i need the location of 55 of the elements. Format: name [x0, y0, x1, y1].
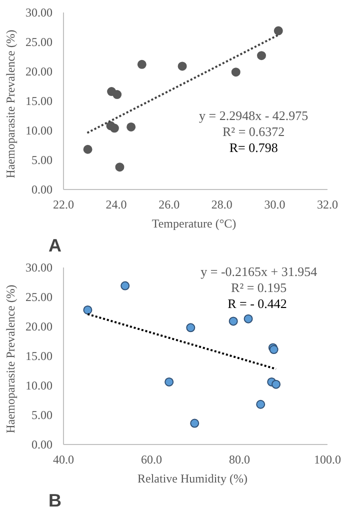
x-tick-label: 26.0: [158, 198, 180, 212]
annotation: R² = 0.6372: [222, 124, 285, 140]
y-tick-label: 15.00: [26, 94, 52, 108]
y-tick-label: 15.00: [26, 349, 52, 363]
x-tick-label: 100.0: [314, 452, 341, 466]
y-tick-label: 20.00: [26, 64, 52, 78]
y-tick-label: 5.00: [32, 153, 52, 167]
y-tick-label: 20.00: [26, 320, 52, 334]
annotation: y = -0.2165x + 31.954: [200, 264, 318, 279]
annotation: R² = 0.195: [231, 280, 287, 295]
x-tick-label: 28.0: [211, 198, 232, 212]
text: A: [48, 236, 62, 256]
point: [137, 60, 146, 69]
point: [120, 281, 130, 290]
point: [178, 62, 187, 71]
point: [186, 323, 196, 332]
point: [272, 380, 281, 389]
point: [115, 162, 124, 172]
point: [110, 124, 119, 133]
annotation: R= 0.798: [229, 140, 278, 156]
point: [274, 26, 283, 36]
x-tick-label: 32.0: [317, 198, 338, 212]
point: [228, 316, 238, 326]
y-axis-title: Haemoparasite Prevalence (%): [4, 30, 18, 178]
point: [112, 90, 122, 99]
point: [244, 314, 253, 324]
x-tick-label: 24.0: [106, 198, 127, 212]
y-tick-label: 10.00: [26, 378, 52, 392]
y-tick-label: 0.00: [32, 182, 52, 196]
point: [83, 305, 92, 314]
point: [164, 377, 174, 386]
x-tick-label: 22.0: [53, 198, 74, 212]
x-axis-title: Temperature (°C): [152, 216, 236, 230]
y-tick-label: 0.00: [32, 438, 52, 452]
y-axis-title: Haemoparasite Prevalence (%): [4, 284, 18, 434]
point: [83, 144, 92, 154]
x-tick-label: 40.0: [53, 452, 74, 466]
y-tick-label: 30.00: [26, 260, 52, 274]
annotation: R = - 0.442: [228, 296, 287, 311]
point: [231, 68, 240, 77]
x-tick-label: 60.0: [141, 452, 162, 466]
text: B: [48, 490, 62, 510]
point: [190, 418, 200, 428]
annotation: y = 2.2948x - 42.975: [199, 108, 308, 124]
x-axis-title: Relative Humidity (%): [138, 472, 248, 486]
point: [256, 400, 266, 409]
y-tick-label: 10.00: [26, 124, 52, 138]
x-tick-label: 80.0: [229, 452, 250, 466]
y-tick-label: 25.00: [26, 35, 52, 49]
point: [126, 122, 136, 132]
point: [257, 51, 266, 60]
y-tick-label: 5.00: [32, 408, 52, 422]
y-tick-label: 30.00: [26, 6, 52, 20]
x-tick-label: 30.0: [264, 198, 286, 212]
y-tick-label: 25.00: [26, 290, 52, 304]
